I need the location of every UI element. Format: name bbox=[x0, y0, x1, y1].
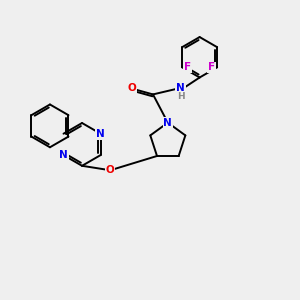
Text: N: N bbox=[164, 118, 172, 128]
Text: F: F bbox=[184, 62, 191, 72]
Text: H: H bbox=[177, 92, 184, 101]
Text: N: N bbox=[176, 83, 185, 93]
Text: N: N bbox=[96, 129, 105, 139]
Text: F: F bbox=[208, 62, 215, 72]
Text: N: N bbox=[59, 150, 68, 160]
Text: O: O bbox=[127, 83, 136, 94]
Text: O: O bbox=[106, 165, 115, 175]
